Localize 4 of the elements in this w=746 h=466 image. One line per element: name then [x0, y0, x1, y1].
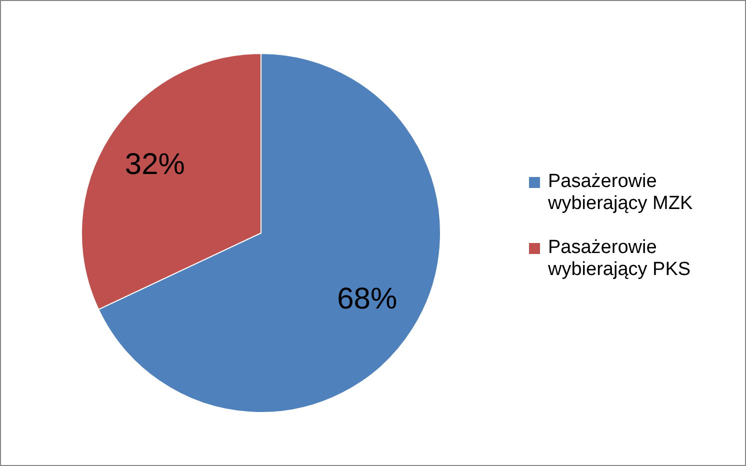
legend-label: Pasażerowie wybierający MZK [548, 171, 694, 215]
data-label: 32% [124, 148, 185, 181]
data-label: 68% [337, 282, 398, 316]
legend-label: Pasażerowie wybierający PKS [548, 237, 692, 281]
